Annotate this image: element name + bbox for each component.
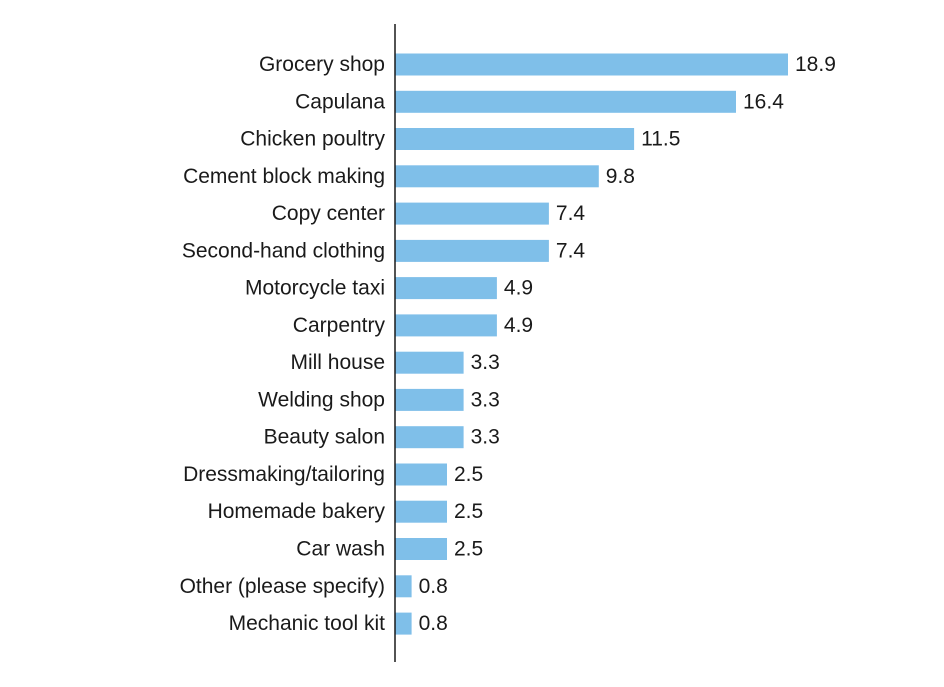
bar [395,165,599,188]
value-label: 0.8 [419,612,448,635]
value-label: 3.3 [471,388,500,411]
value-label: 7.4 [556,202,586,225]
category-label: Copy center [272,202,385,225]
value-label: 16.4 [743,90,784,113]
bar [395,500,447,523]
category-label: Cement block making [183,165,385,188]
bar [395,128,635,150]
category-label: Second-hand clothing [182,239,385,262]
value-label: 2.5 [454,463,483,486]
category-label: Mill house [290,351,385,374]
bar [395,277,497,300]
category-label: Dressmaking/tailoring [183,463,385,486]
category-label: Homemade bakery [208,500,386,523]
bar [395,239,549,262]
category-label: Beauty salon [264,426,385,449]
bar [395,53,788,76]
category-label: Chicken poultry [240,128,385,151]
value-label: 2.5 [454,538,483,561]
value-label: 9.8 [606,165,635,188]
category-label: Welding shop [258,388,385,411]
bar [395,426,464,449]
bar-group [395,53,788,635]
value-label: 11.5 [641,128,680,151]
category-label: Other (please specify) [180,575,385,598]
bar [395,538,447,560]
value-label: 3.3 [471,426,500,449]
bar [395,388,464,411]
value-label: 4.9 [504,314,533,337]
value-label: 7.4 [556,239,586,262]
value-label-group: 18.916.411.59.87.47.44.94.93.33.33.32.52… [419,53,836,635]
bar [395,202,549,225]
bar [395,314,497,337]
category-label-group: Grocery shop Capulana Chicken poultry Cemen… [180,53,386,635]
category-label: Motorcycle taxi [245,277,385,300]
value-label: 0.8 [419,575,448,598]
value-label: 3.3 [471,351,500,374]
value-label: 18.9 [795,53,836,76]
bar [395,351,464,374]
category-label: Mechanic tool kit [229,612,386,635]
value-label: 4.9 [504,277,533,300]
bar [395,90,736,113]
category-label: Carpentry [293,314,386,337]
bar [395,612,412,635]
category-label: Capulana [295,90,385,113]
category-label: Car wash [296,538,385,561]
category-label: Grocery shop [259,53,385,76]
bar [395,575,412,598]
bar [395,463,447,486]
value-label: 2.5 [454,500,483,523]
